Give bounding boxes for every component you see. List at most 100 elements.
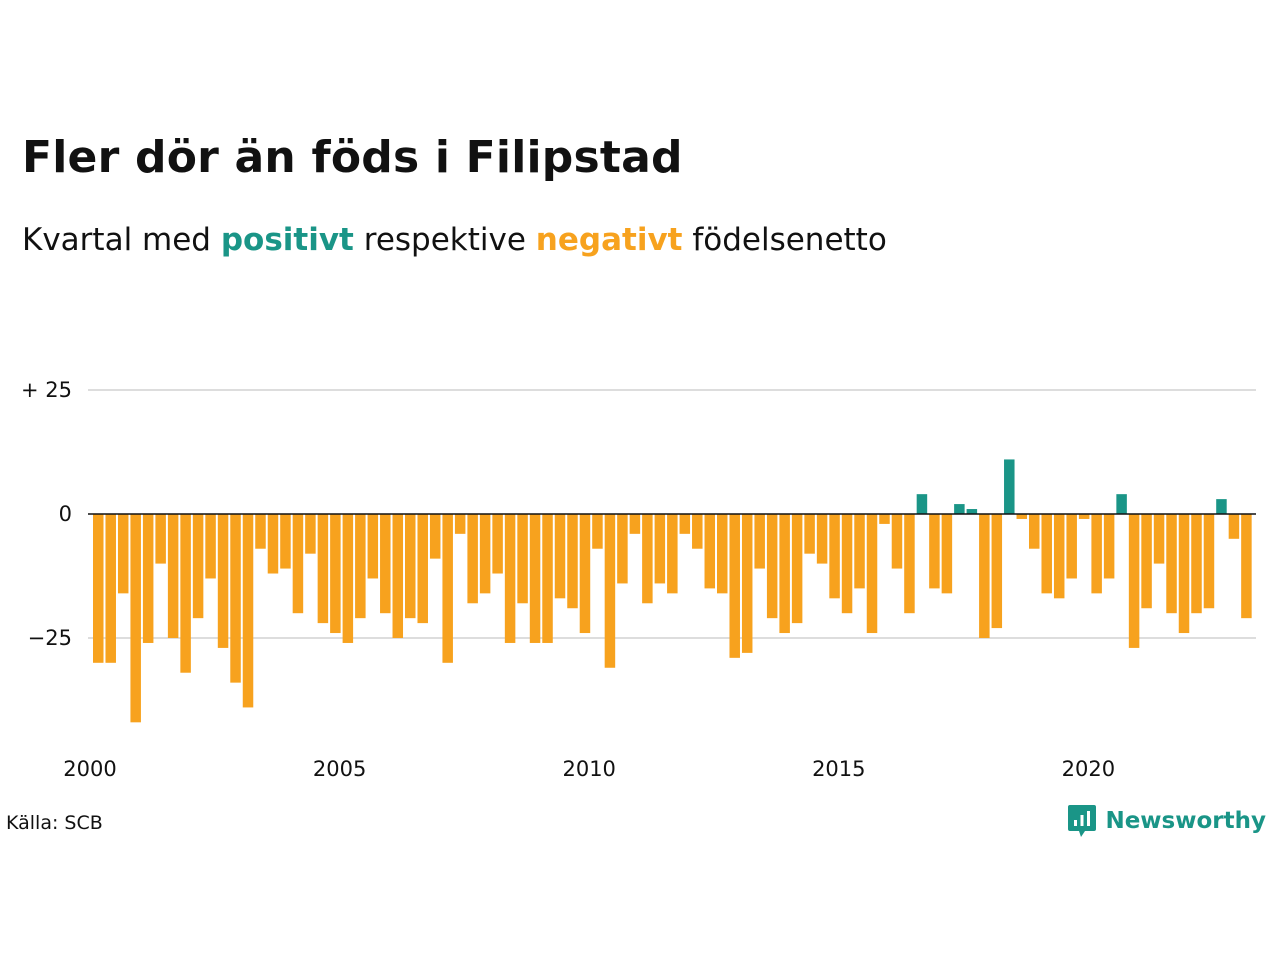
bar-negative: [330, 514, 341, 634]
bar-negative: [205, 514, 216, 579]
bar-negative: [679, 514, 691, 534]
bar-negative: [567, 514, 578, 609]
bar-negative: [991, 514, 1003, 629]
bar-negative: [1091, 514, 1102, 594]
bar-negative: [754, 514, 765, 569]
y-tick-label: + 25: [21, 378, 72, 402]
bar-positive: [1004, 459, 1015, 514]
x-tick-label: 2005: [313, 757, 366, 781]
bar-negative: [492, 514, 503, 574]
bar-negative: [667, 514, 678, 594]
bar-negative: [367, 514, 379, 579]
bar-negative: [454, 514, 466, 534]
bar-negative: [317, 514, 329, 624]
bar-negative: [729, 514, 740, 658]
bar-negative: [1203, 514, 1215, 609]
x-tick-label: 2000: [63, 757, 116, 781]
bar-negative: [192, 514, 204, 619]
bar-negative: [392, 514, 404, 638]
bar-negative: [255, 514, 266, 549]
bar-positive: [916, 494, 928, 514]
bar-negative: [717, 514, 728, 594]
bar-negative: [230, 514, 241, 683]
subtitle-positive-word: positivt: [220, 222, 354, 258]
bar-positive: [1116, 494, 1127, 514]
bar-negative: [1166, 514, 1177, 614]
bar-negative: [941, 514, 953, 594]
bar-negative: [766, 514, 778, 619]
bar-negative: [1053, 514, 1065, 599]
bar-negative: [1228, 514, 1240, 539]
bar-negative: [854, 514, 865, 589]
bar-negative: [841, 514, 853, 614]
bar-negative: [305, 514, 316, 554]
brand-name: Newsworthy: [1105, 808, 1266, 834]
bar-negative: [1178, 514, 1190, 634]
bar-positive: [954, 504, 965, 514]
bar-negative: [429, 514, 441, 559]
bar-negative: [654, 514, 666, 584]
bar-negative: [117, 514, 129, 594]
bar-negative: [779, 514, 790, 634]
bar-negative: [217, 514, 229, 648]
subtitle-prefix: Kvartal med: [22, 222, 211, 258]
bar-negative: [604, 514, 616, 668]
bar-negative: [442, 514, 453, 663]
bar-negative: [292, 514, 304, 614]
bar-negative: [804, 514, 815, 554]
bar-negative: [529, 514, 541, 643]
bar-negative: [629, 514, 641, 534]
bar-negative: [1153, 514, 1165, 564]
bar-negative: [1016, 514, 1028, 519]
bar-negative: [142, 514, 154, 643]
bar-negative: [355, 514, 366, 619]
bar-negative: [1078, 514, 1090, 519]
bar-negative: [180, 514, 191, 673]
gridlines: [88, 389, 1256, 639]
bar-negative: [791, 514, 803, 624]
bar-negative: [1191, 514, 1202, 614]
bar-negative: [479, 514, 491, 594]
bar-negative: [904, 514, 915, 614]
bar-negative: [554, 514, 566, 599]
bar-negative: [704, 514, 716, 589]
bar-negative: [130, 514, 141, 723]
bar-negative: [929, 514, 940, 589]
bar-negative: [617, 514, 628, 584]
bar-negative: [155, 514, 166, 564]
bar-negative: [167, 514, 179, 638]
bar-negative: [242, 514, 254, 708]
bar-negative: [592, 514, 603, 549]
newsworthy-logo-icon: [1068, 805, 1097, 837]
bar-negative: [1141, 514, 1152, 609]
bar-negative: [979, 514, 990, 638]
bar-negative: [405, 514, 416, 619]
bar-negative: [1128, 514, 1140, 648]
source-note: Källa: SCB: [6, 812, 103, 834]
bar-negative: [829, 514, 840, 599]
bar-negative: [879, 514, 890, 524]
bar-negative: [579, 514, 591, 634]
bar-negative: [891, 514, 903, 569]
bar-negative: [1066, 514, 1077, 579]
bar-negative: [1029, 514, 1040, 549]
bar-negative: [692, 514, 703, 549]
bar-negative: [267, 514, 279, 574]
x-tick-label: 2015: [812, 757, 865, 781]
bar-negative: [741, 514, 753, 653]
bar-negative: [1241, 514, 1252, 619]
y-tick-label: 0: [59, 502, 72, 526]
axes: + 25 0 −25 2000 2005 2010 2015 2020: [21, 378, 1256, 781]
bar-negative: [517, 514, 528, 604]
x-tick-label: 2020: [1062, 757, 1115, 781]
bar-negative: [866, 514, 878, 634]
bar-positive: [1216, 499, 1227, 514]
subtitle-middle: respektive: [363, 222, 526, 258]
bar-negative: [542, 514, 553, 643]
y-tick-label: −25: [28, 626, 72, 650]
bar-negative: [417, 514, 428, 624]
chart-title: Fler dör än föds i Filipstad: [22, 132, 683, 183]
bar-negative: [1103, 514, 1115, 579]
bar-negative: [467, 514, 478, 604]
